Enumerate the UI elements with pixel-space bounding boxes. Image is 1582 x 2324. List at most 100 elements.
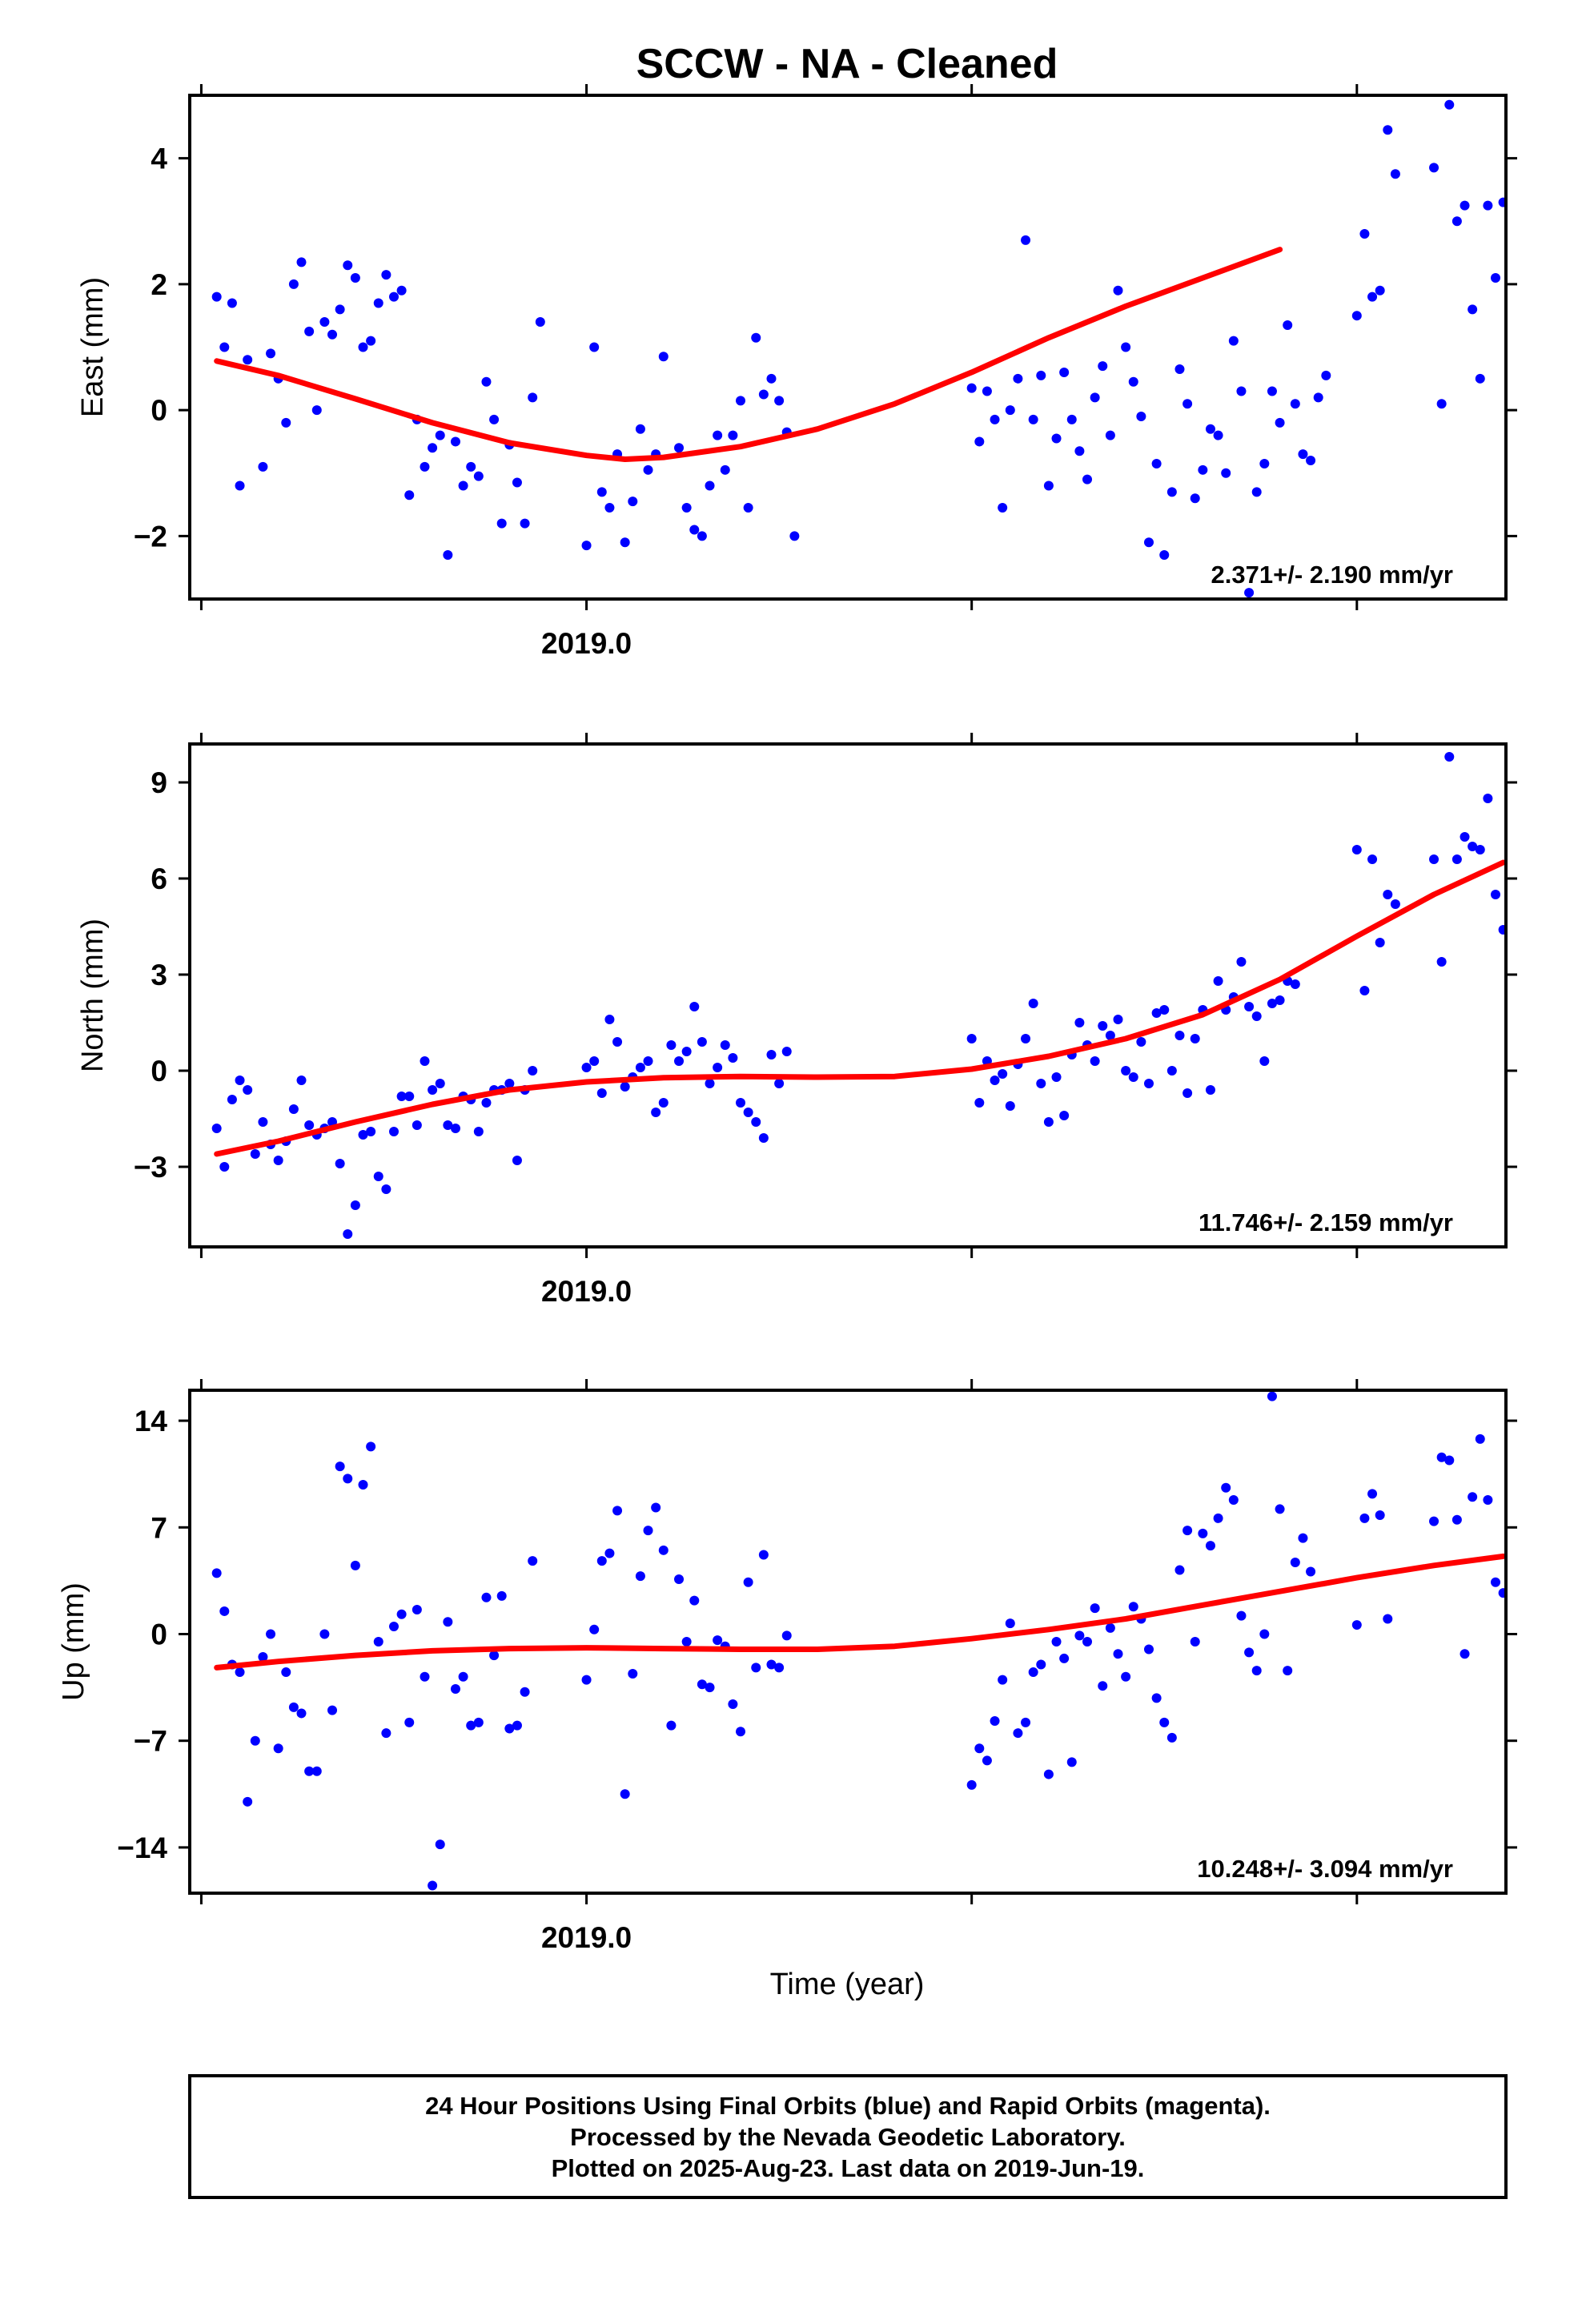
data-point bbox=[1005, 1101, 1015, 1111]
data-point bbox=[258, 1652, 268, 1663]
data-point bbox=[1367, 854, 1378, 864]
data-point bbox=[1051, 1637, 1062, 1647]
data-point bbox=[1028, 1667, 1038, 1678]
data-point bbox=[705, 480, 715, 491]
data-point bbox=[1483, 794, 1493, 803]
data-point bbox=[1306, 456, 1316, 466]
trend-line bbox=[214, 1553, 1506, 1671]
data-point bbox=[1128, 1602, 1138, 1612]
data-point bbox=[674, 443, 685, 453]
footer-line-2: Processed by the Nevada Geodetic Laborat… bbox=[570, 2123, 1126, 2151]
data-point bbox=[1159, 1005, 1170, 1015]
data-point bbox=[1028, 414, 1038, 424]
y-tick-label: 6 bbox=[151, 862, 167, 895]
y-tick-label: 0 bbox=[151, 394, 167, 427]
data-point bbox=[643, 1056, 653, 1066]
data-point bbox=[743, 1577, 753, 1587]
data-point bbox=[1059, 1111, 1070, 1120]
data-point bbox=[1290, 979, 1300, 989]
data-point bbox=[998, 502, 1008, 513]
data-point bbox=[589, 342, 600, 352]
data-point bbox=[1021, 1034, 1031, 1043]
data-point bbox=[743, 1108, 753, 1117]
data-point bbox=[1468, 842, 1478, 851]
data-point bbox=[581, 541, 592, 551]
data-point bbox=[1051, 433, 1062, 444]
data-point bbox=[1090, 1603, 1100, 1614]
chart-title: SCCW - NA - Cleaned bbox=[636, 41, 1058, 87]
data-point bbox=[281, 417, 291, 428]
data-point bbox=[1090, 392, 1100, 403]
data-point bbox=[1236, 1610, 1247, 1621]
data-point bbox=[443, 549, 453, 560]
data-point bbox=[1082, 1637, 1093, 1647]
data-point bbox=[1228, 1495, 1239, 1506]
trend-line bbox=[214, 859, 1506, 1157]
data-point bbox=[311, 405, 322, 416]
data-point bbox=[288, 1104, 299, 1114]
data-point bbox=[651, 1502, 661, 1513]
data-point bbox=[1429, 163, 1439, 173]
data-point bbox=[304, 326, 315, 336]
data-point bbox=[974, 436, 985, 447]
data-point bbox=[335, 1462, 345, 1472]
data-point bbox=[512, 1720, 522, 1731]
data-point bbox=[604, 1015, 615, 1024]
data-point bbox=[296, 257, 307, 267]
data-point bbox=[1059, 1653, 1070, 1663]
data-point bbox=[766, 1659, 777, 1670]
data-point bbox=[1105, 430, 1115, 440]
data-point bbox=[1066, 1757, 1077, 1767]
footer-box bbox=[188, 2074, 1508, 2199]
data-point bbox=[304, 1120, 315, 1130]
data-point bbox=[1043, 480, 1054, 491]
data-point bbox=[388, 1621, 399, 1631]
footer-line-3: Plotted on 2025-Aug-23. Last data on 201… bbox=[552, 2154, 1145, 2182]
data-point bbox=[1128, 1072, 1138, 1082]
data-point bbox=[1475, 845, 1485, 854]
data-point bbox=[1182, 1526, 1193, 1536]
panel-up: −14 −7 0 7 14 2019.0 Up (mm) 10.248+/- 3.094 mm… bbox=[57, 1379, 1517, 1954]
data-point bbox=[1383, 125, 1393, 135]
data-point bbox=[966, 383, 977, 393]
data-point bbox=[1306, 1566, 1316, 1577]
data-point bbox=[1251, 1666, 1262, 1676]
y-tick-label: −2 bbox=[134, 520, 167, 553]
data-point bbox=[1098, 361, 1108, 372]
data-point bbox=[1205, 424, 1215, 434]
data-point bbox=[1182, 399, 1193, 409]
data-point bbox=[728, 430, 738, 440]
data-point bbox=[504, 1079, 515, 1088]
data-point bbox=[643, 464, 653, 475]
data-point bbox=[1367, 292, 1378, 302]
data-point bbox=[966, 1779, 977, 1790]
data-point bbox=[1074, 1630, 1085, 1641]
data-point bbox=[1013, 373, 1023, 384]
data-point bbox=[751, 332, 761, 343]
data-points bbox=[211, 752, 1506, 1239]
data-point bbox=[1036, 1079, 1046, 1088]
data-point bbox=[396, 285, 407, 296]
data-point bbox=[1275, 995, 1285, 1005]
data-point bbox=[1043, 1117, 1054, 1127]
data-point bbox=[1321, 370, 1331, 380]
data-point bbox=[689, 1002, 700, 1011]
data-point bbox=[1444, 99, 1455, 110]
data-point bbox=[296, 1076, 307, 1085]
data-point bbox=[966, 1034, 977, 1043]
data-point bbox=[1174, 1031, 1185, 1040]
data-point bbox=[651, 1108, 661, 1117]
data-point bbox=[689, 1595, 700, 1606]
data-point bbox=[235, 1076, 245, 1085]
data-point bbox=[697, 1679, 707, 1690]
data-point bbox=[219, 1162, 230, 1172]
data-point bbox=[528, 1556, 538, 1566]
data-point bbox=[1190, 1034, 1200, 1043]
data-points bbox=[211, 1391, 1506, 1891]
data-point bbox=[373, 1172, 383, 1181]
data-point bbox=[1121, 342, 1131, 352]
data-point bbox=[581, 1675, 592, 1685]
data-point bbox=[1151, 458, 1162, 468]
data-point bbox=[1182, 1088, 1193, 1098]
data-point bbox=[974, 1743, 985, 1754]
